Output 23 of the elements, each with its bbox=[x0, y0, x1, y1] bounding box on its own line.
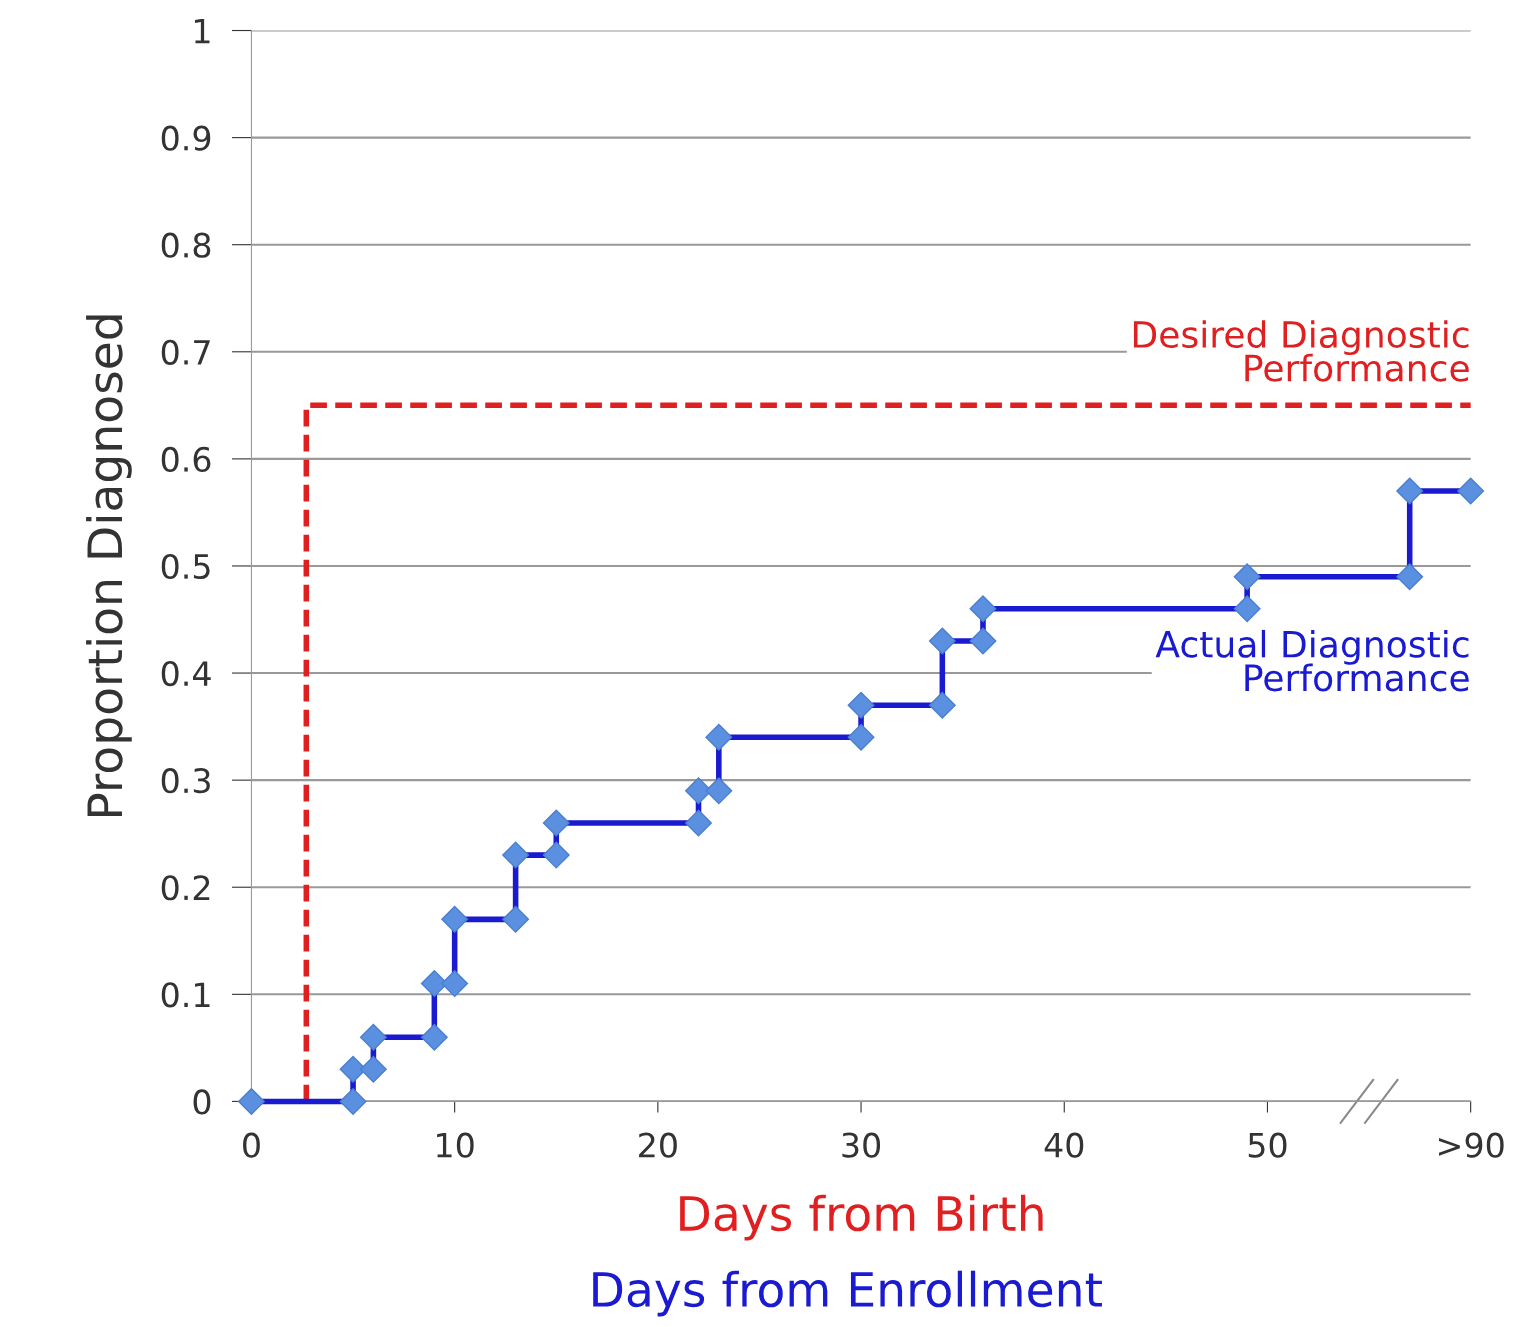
x-tick-label: 30 bbox=[842, 1132, 881, 1158]
y-tick-label: 0 bbox=[193, 1089, 211, 1115]
x-tick-label: 10 bbox=[437, 1132, 474, 1158]
x-tick-label: 40 bbox=[1044, 1132, 1084, 1158]
y-tick-label: 0.7 bbox=[161, 339, 210, 365]
y-tick-label: 0.2 bbox=[161, 875, 210, 901]
y-tick-label: 0.6 bbox=[161, 446, 211, 473]
y-tick-label: 0.5 bbox=[161, 553, 210, 580]
x-tick-label: >90 bbox=[1439, 1132, 1504, 1158]
text: Days from Enrollment bbox=[593, 1270, 1102, 1317]
x-tick-label: 0 bbox=[243, 1132, 260, 1158]
series-label: Actual Diagnostic Performance bbox=[1155, 629, 1469, 692]
y-tick-label: 0.9 bbox=[161, 125, 211, 151]
x-axis-title: Days from Birth bbox=[680, 1194, 1043, 1241]
x-tick-label: 20 bbox=[639, 1132, 677, 1158]
x-tick-label: 50 bbox=[1248, 1132, 1287, 1158]
y-axis-title: Proportion Diagnosed bbox=[86, 315, 132, 817]
y-tick-label: 0.1 bbox=[161, 982, 210, 1008]
y-tick-label: 0.4 bbox=[161, 660, 211, 687]
y-tick-label: 0.3 bbox=[161, 768, 210, 794]
series-label: Desired Diagnostic Performance bbox=[1133, 320, 1469, 382]
y-tick-label: 1 bbox=[195, 18, 210, 44]
y-tick-label: 0.8 bbox=[161, 232, 211, 258]
